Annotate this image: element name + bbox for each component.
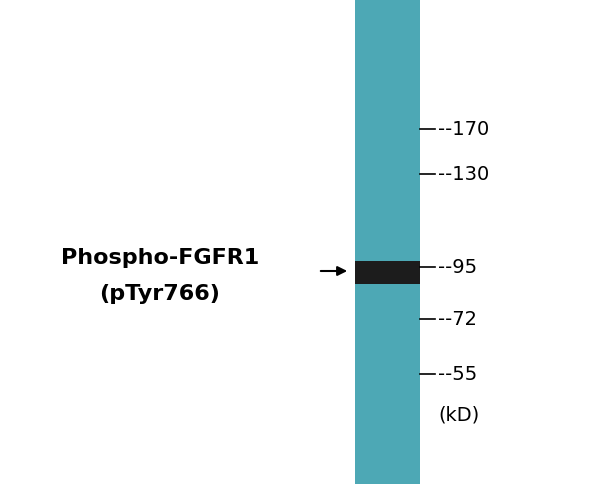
Text: Phospho-FGFR1: Phospho-FGFR1 xyxy=(61,247,259,268)
Bar xyxy=(355,0,420,484)
Text: --72: --72 xyxy=(438,310,477,329)
Text: (kD): (kD) xyxy=(438,405,479,424)
Bar xyxy=(355,261,420,285)
Text: --130: --130 xyxy=(438,165,489,184)
Text: (pTyr766): (pTyr766) xyxy=(100,284,221,303)
Text: --55: --55 xyxy=(438,365,477,384)
Text: --95: --95 xyxy=(438,258,477,277)
Text: --170: --170 xyxy=(438,120,489,139)
